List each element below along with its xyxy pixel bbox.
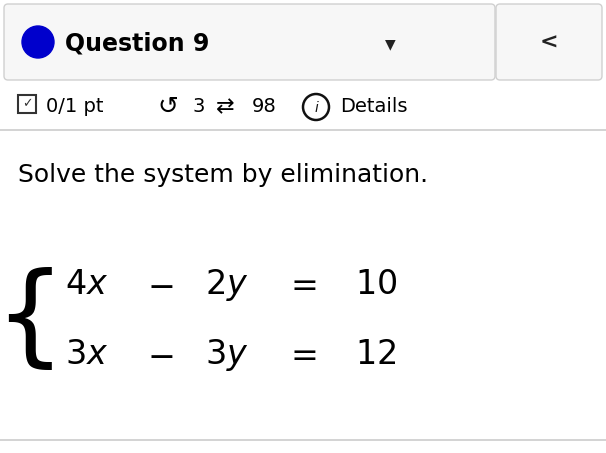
Text: ▼: ▼ — [385, 37, 395, 51]
Text: ✓: ✓ — [22, 97, 32, 111]
Circle shape — [303, 94, 329, 120]
Text: $12$: $12$ — [355, 338, 396, 371]
FancyBboxPatch shape — [18, 95, 36, 113]
Text: $4x$: $4x$ — [65, 269, 108, 302]
Text: <: < — [540, 33, 558, 53]
Text: $-$: $-$ — [147, 338, 173, 371]
Circle shape — [22, 26, 54, 58]
FancyBboxPatch shape — [496, 4, 602, 80]
Text: ⇄: ⇄ — [216, 97, 235, 117]
Text: 0/1 pt: 0/1 pt — [46, 97, 104, 116]
Text: $10$: $10$ — [355, 269, 398, 302]
Text: 3: 3 — [192, 97, 204, 116]
Text: $3x$: $3x$ — [65, 338, 108, 371]
Text: {: { — [0, 266, 65, 374]
Text: 98: 98 — [252, 97, 277, 116]
Text: Details: Details — [340, 97, 407, 116]
Text: Question 9: Question 9 — [65, 31, 210, 55]
Text: $=$: $=$ — [284, 338, 316, 371]
Text: $3y$: $3y$ — [205, 337, 248, 373]
Text: $-$: $-$ — [147, 269, 173, 302]
Text: i: i — [314, 101, 318, 115]
Text: ↺: ↺ — [158, 95, 179, 119]
Text: $2y$: $2y$ — [205, 267, 248, 303]
Text: $=$: $=$ — [284, 269, 316, 302]
FancyBboxPatch shape — [4, 4, 495, 80]
Text: Solve the system by elimination.: Solve the system by elimination. — [18, 163, 428, 187]
